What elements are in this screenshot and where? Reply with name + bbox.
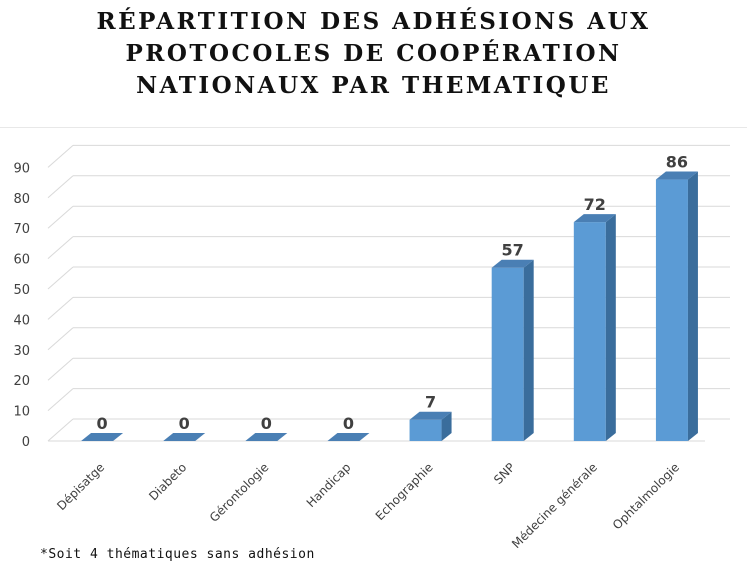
y-tick-label: 0 xyxy=(22,435,30,450)
bar-top xyxy=(81,433,124,441)
gridline-depth xyxy=(47,357,74,381)
gridline-depth xyxy=(47,297,74,320)
gridline-depth xyxy=(47,145,74,168)
bar xyxy=(491,267,524,441)
data-label: 0 xyxy=(179,414,190,433)
title-divider xyxy=(0,127,747,128)
bar-top xyxy=(327,433,370,441)
data-label: 72 xyxy=(584,195,606,214)
y-tick-label: 10 xyxy=(13,405,30,420)
y-tick-label: 40 xyxy=(13,313,30,328)
title-line-1: RÉPARTITION DES ADHÉSIONS AUX xyxy=(96,8,651,35)
footnote: *Soit 4 thématiques sans adhésion xyxy=(40,547,315,562)
x-tick-label: Gérontologie xyxy=(207,460,272,525)
bar-side xyxy=(441,411,452,441)
bar xyxy=(573,222,606,441)
y-tick-label: 80 xyxy=(13,192,30,207)
data-label: 0 xyxy=(261,414,272,433)
bar-top xyxy=(245,433,288,441)
x-tick-label: Médecine générale xyxy=(509,460,600,551)
gridline-depth xyxy=(47,175,74,199)
x-tick-label: Echographie xyxy=(373,460,436,523)
gridline-depth xyxy=(47,236,74,259)
bar-top xyxy=(163,433,206,441)
y-tick-label: 30 xyxy=(13,344,30,359)
bar-side xyxy=(523,259,534,441)
y-tick-label: 70 xyxy=(13,222,30,237)
gridline-depth xyxy=(47,266,74,290)
title-line-2: PROTOCOLES DE COOPÉRATION xyxy=(125,40,622,67)
bar-side xyxy=(687,171,698,441)
bar-top xyxy=(491,259,534,268)
bar xyxy=(655,179,688,441)
x-tick-label: Diabeto xyxy=(146,460,189,503)
gridline-depth xyxy=(47,418,74,442)
data-label: 57 xyxy=(502,241,524,260)
data-label: 0 xyxy=(343,414,354,433)
bar-top xyxy=(655,171,698,180)
y-tick-label: 90 xyxy=(13,161,30,176)
data-label: 7 xyxy=(425,393,436,412)
y-tick-label: 60 xyxy=(13,253,30,268)
bar-top xyxy=(409,411,452,420)
chart-title: RÉPARTITION DES ADHÉSIONS AUX PROTOCOLES… xyxy=(0,6,747,102)
bar-side xyxy=(605,214,616,441)
data-label: 86 xyxy=(666,153,688,172)
gridline-depth xyxy=(47,205,74,229)
title-line-3: NATIONAUX PAR THEMATIQUE xyxy=(136,72,611,99)
x-tick-label: Handicap xyxy=(304,460,354,510)
bar-top xyxy=(573,214,616,223)
gridline-depth xyxy=(47,388,74,411)
y-tick-label: 50 xyxy=(13,283,30,298)
y-tick-label: 20 xyxy=(13,374,30,389)
x-tick-label: Dépisatge xyxy=(54,460,107,513)
gridline-depth xyxy=(47,327,74,351)
x-tick-label: SNP xyxy=(491,460,518,487)
data-label: 0 xyxy=(96,414,107,433)
bar xyxy=(409,419,442,441)
x-tick-label: Ophtalmologie xyxy=(610,460,682,532)
